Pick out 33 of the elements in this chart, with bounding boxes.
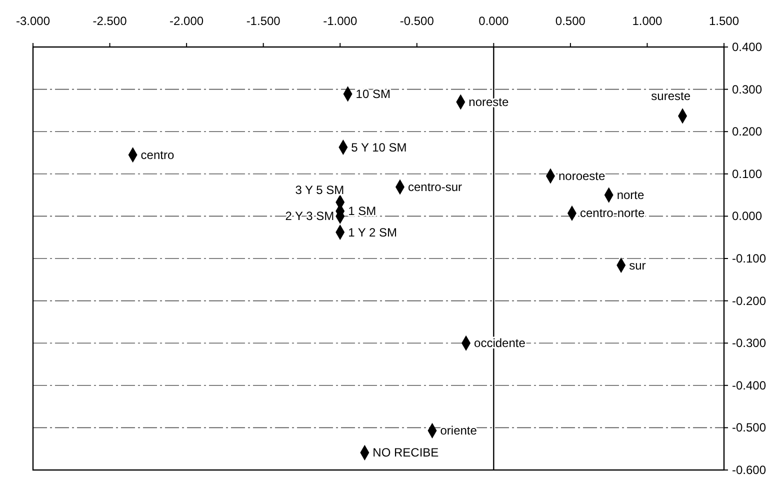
x-tick-label: 1.000: [632, 14, 663, 28]
y-tick-label: -0.200: [732, 294, 766, 308]
x-tick-label: 0.000: [478, 14, 510, 28]
x-tick-label: -0.500: [400, 14, 434, 28]
series-label: sur: [629, 258, 646, 272]
series-label: centro-sur: [408, 180, 462, 194]
y-tick-label: -0.300: [732, 336, 766, 350]
series-label: sureste: [651, 88, 691, 103]
y-tick-label: 0.100: [732, 166, 762, 181]
x-tick-label: -2.000: [170, 14, 204, 28]
series-label: NO RECIBE: [372, 446, 439, 460]
x-tick-label: -3.000: [16, 14, 50, 28]
y-tick-label: 0.000: [732, 209, 762, 224]
y-tick-label: 0.300: [732, 82, 762, 96]
series-label: 10 SM: [356, 86, 390, 101]
x-tick-label: -1.000: [323, 14, 358, 28]
series-label: 1 SM: [348, 204, 376, 218]
x-tick-label: 0.500: [555, 14, 586, 28]
y-tick-label: -0.100: [732, 252, 766, 266]
series-label: 5 Y 10 SM: [351, 140, 407, 154]
x-tick-label: -1.500: [246, 14, 281, 28]
y-tick-label: 0.200: [732, 124, 762, 139]
series-label: 1 Y 2 SM: [348, 225, 398, 240]
series-label: norte: [616, 188, 645, 202]
series-label: centro: [140, 148, 174, 162]
y-tick-label: -0.500: [732, 420, 766, 435]
y-tick-label: -0.400: [732, 378, 766, 392]
series-label: oriente: [440, 424, 478, 438]
x-tick-label: 1.500: [708, 14, 740, 28]
y-tick-label: 0.400: [732, 40, 762, 54]
y-tick-label: -0.600: [732, 463, 766, 477]
series-label: 3 Y 5 SM: [295, 183, 344, 198]
x-tick-label: -2.500: [92, 14, 128, 28]
